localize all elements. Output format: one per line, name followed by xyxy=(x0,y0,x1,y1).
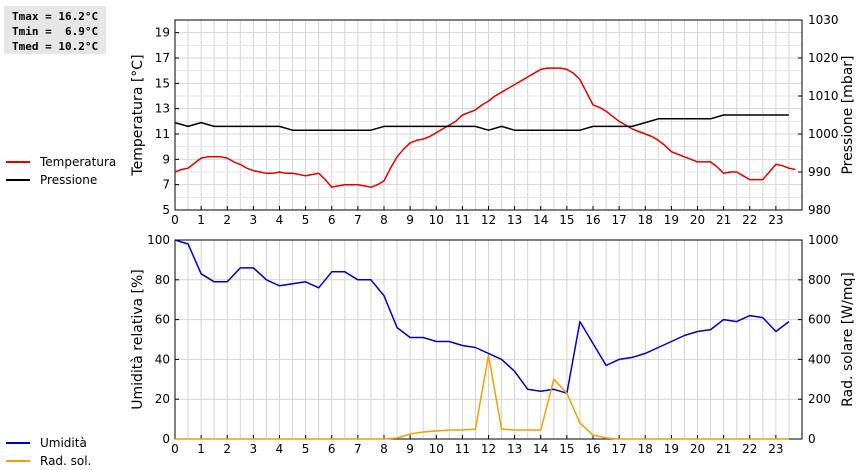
x-tick-label: 23 xyxy=(768,213,783,227)
legend-item-umidita: Umidità xyxy=(6,434,91,452)
y-tick-label: 100 xyxy=(147,233,170,247)
y-tick-label: 80 xyxy=(155,273,170,287)
x-tick-label: 10 xyxy=(429,442,444,456)
legend-swatch-umidita xyxy=(6,442,30,444)
series-line-rad-sol xyxy=(175,354,789,440)
x-tick-label: 7 xyxy=(354,213,362,227)
y2-axis-label-bottom: Rad. solare [W/mq] xyxy=(840,272,856,407)
x-tick-label: 5 xyxy=(302,213,310,227)
stat-tmax: Tmax = 16.2°C xyxy=(12,10,99,23)
y2-tick-label: 1000 xyxy=(808,127,839,141)
x-tick-label: 13 xyxy=(507,442,522,456)
y-tick-label: 15 xyxy=(155,76,170,90)
x-tick-label: 4 xyxy=(276,213,284,227)
x-tick-label: 3 xyxy=(250,213,258,227)
x-tick-label: 11 xyxy=(455,442,470,456)
y2-tick-label: 0 xyxy=(808,432,816,446)
x-tick-label: 0 xyxy=(171,442,179,456)
x-tick-label: 16 xyxy=(585,442,600,456)
stat-tmin: Tmin = 6.9°C xyxy=(12,25,99,38)
y-tick-label: 0 xyxy=(162,432,170,446)
x-tick-label: 13 xyxy=(507,213,522,227)
y-tick-label: 40 xyxy=(155,352,170,366)
series-line-temperatura xyxy=(174,67,796,188)
y2-tick-label: 200 xyxy=(808,392,831,406)
x-tick-label: 19 xyxy=(664,442,679,456)
x-tick-label: 18 xyxy=(638,213,653,227)
x-tick-label: 14 xyxy=(533,442,548,456)
y-tick-label: 11 xyxy=(155,127,170,141)
legend-label-pressione: Pressione xyxy=(40,173,98,187)
x-tick-label: 20 xyxy=(690,213,705,227)
x-tick-label: 15 xyxy=(559,213,574,227)
y2-tick-label: 990 xyxy=(808,165,831,179)
x-tick-label: 14 xyxy=(533,213,548,227)
y-tick-label: 19 xyxy=(155,26,170,40)
y-tick-label: 60 xyxy=(155,313,170,327)
x-tick-label: 2 xyxy=(223,213,231,227)
y2-tick-label: 800 xyxy=(808,273,831,287)
y-tick-label: 20 xyxy=(155,392,170,406)
x-tick-label: 6 xyxy=(328,213,336,227)
legend-item-pressione: Pressione xyxy=(6,171,116,189)
y2-axis-label-top: Pressione [mbar] xyxy=(840,55,856,174)
legend-item-temperatura: Temperatura xyxy=(6,153,116,171)
y2-tick-label: 1000 xyxy=(808,233,839,247)
y2-tick-label: 600 xyxy=(808,313,831,327)
x-tick-label: 6 xyxy=(328,442,336,456)
y-axis-label-top: Temperatura [°C] xyxy=(130,54,146,176)
x-tick-label: 7 xyxy=(354,442,362,456)
x-tick-label: 11 xyxy=(455,213,470,227)
legend-label-temperatura: Temperatura xyxy=(40,155,117,169)
x-tick-label: 21 xyxy=(716,442,731,456)
x-tick-label: 8 xyxy=(380,442,388,456)
y2-tick-label: 1020 xyxy=(808,51,839,65)
legend-swatch-rad-sol xyxy=(6,460,30,462)
y-tick-label: 13 xyxy=(155,102,170,116)
x-tick-label: 20 xyxy=(690,442,705,456)
x-tick-label: 23 xyxy=(768,442,783,456)
x-tick-label: 19 xyxy=(664,213,679,227)
legend-top: Temperatura Pressione xyxy=(6,153,116,189)
legend-swatch-pressione xyxy=(6,179,30,181)
y-tick-label: 5 xyxy=(162,203,170,217)
stats-box: Tmax = 16.2°C Tmin = 6.9°C Tmed = 10.2°C xyxy=(4,6,106,54)
x-tick-label: 12 xyxy=(481,213,496,227)
x-tick-label: 4 xyxy=(276,442,284,456)
y-tick-label: 7 xyxy=(162,178,170,192)
y-axis-label-bottom: Umidità relativa [%] xyxy=(130,269,146,410)
x-tick-label: 15 xyxy=(559,442,574,456)
x-tick-label: 2 xyxy=(223,442,231,456)
x-tick-label: 9 xyxy=(406,442,414,456)
y2-tick-label: 1030 xyxy=(808,13,839,27)
legend-swatch-temperatura xyxy=(6,161,30,163)
x-tick-label: 8 xyxy=(380,213,388,227)
x-tick-label: 18 xyxy=(638,442,653,456)
x-tick-label: 5 xyxy=(302,442,310,456)
x-tick-label: 21 xyxy=(716,213,731,227)
y2-tick-label: 1010 xyxy=(808,89,839,103)
x-tick-label: 1 xyxy=(197,442,205,456)
x-tick-label: 17 xyxy=(611,213,626,227)
x-tick-label: 1 xyxy=(197,213,205,227)
x-tick-label: 22 xyxy=(742,213,757,227)
y2-tick-label: 980 xyxy=(808,203,831,217)
series-line-umidit xyxy=(174,239,790,394)
charts-canvas: 0 1 2 3 4 5 6 7 8 9 10 11 12 13 14 15 16 17 18 19 20 21 22 2357… xyxy=(130,13,856,456)
x-tick-label: 3 xyxy=(250,442,258,456)
x-tick-label: 9 xyxy=(406,213,414,227)
legend-label-umidita: Umidità xyxy=(40,436,87,450)
y-tick-label: 9 xyxy=(162,152,170,166)
x-tick-label: 17 xyxy=(611,442,626,456)
y-tick-label: 17 xyxy=(155,51,170,65)
stat-tmed: Tmed = 10.2°C xyxy=(12,40,99,53)
y2-tick-label: 400 xyxy=(808,352,831,366)
x-tick-label: 0 xyxy=(171,213,179,227)
series-line-pressione xyxy=(174,114,789,131)
x-tick-label: 12 xyxy=(481,442,496,456)
x-tick-label: 22 xyxy=(742,442,757,456)
x-tick-label: 16 xyxy=(585,213,600,227)
x-tick-label: 10 xyxy=(429,213,444,227)
